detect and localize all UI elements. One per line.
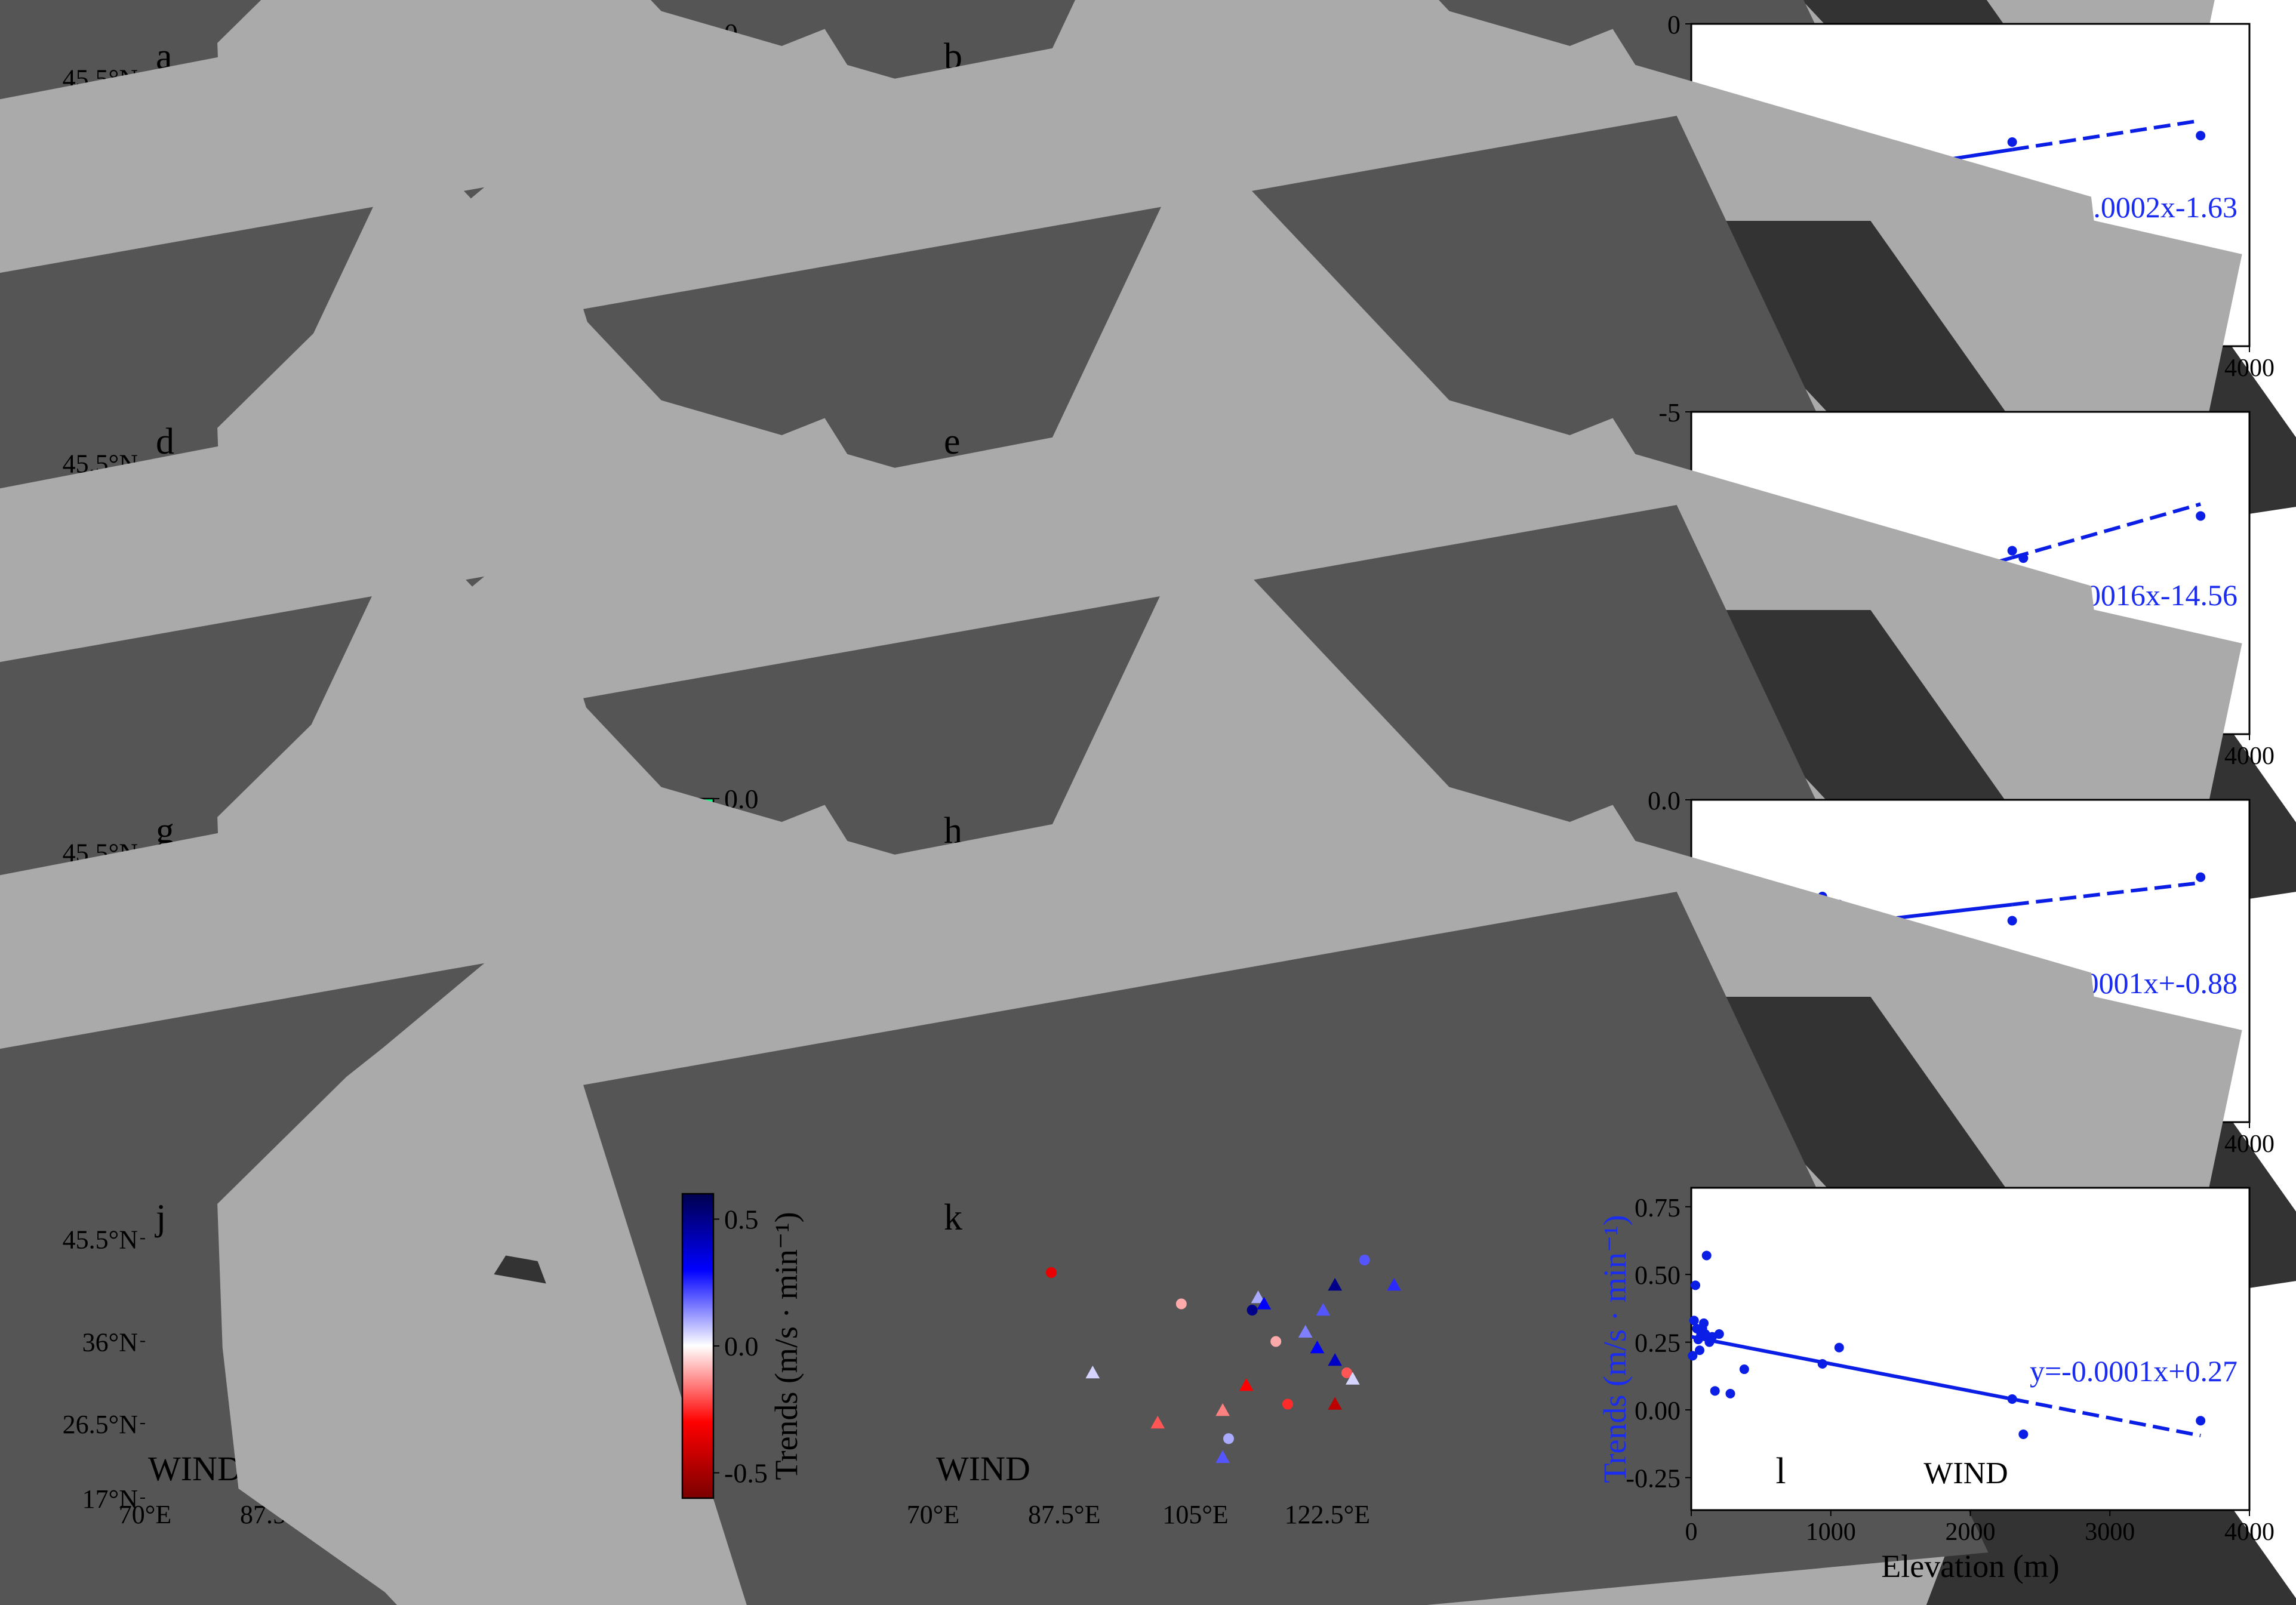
lat-tick-label: 36°N bbox=[82, 1328, 138, 1357]
x-axis-label: Elevation (m) bbox=[1881, 1548, 2059, 1584]
scatter-point bbox=[2018, 1429, 2029, 1439]
scatter-point bbox=[1701, 1250, 1712, 1261]
y-tick-label: 0 bbox=[1667, 10, 1681, 39]
x-tick-label: 4000 bbox=[2224, 355, 2275, 382]
regression-equation: y=-0.0001x+0.27 bbox=[2030, 1354, 2237, 1388]
scatter-point bbox=[1689, 1316, 1699, 1326]
station-marker bbox=[1150, 1415, 1165, 1429]
x-tick-label: 1000 bbox=[1806, 1518, 1856, 1546]
scatter-point bbox=[2018, 553, 2029, 563]
station-marker bbox=[1257, 1296, 1272, 1310]
station-marker bbox=[1359, 1255, 1370, 1265]
y-tick-label: 0.00 bbox=[1635, 1396, 1681, 1425]
scatter-point bbox=[2196, 131, 2206, 141]
scatter-point bbox=[1817, 1358, 1827, 1369]
lon-tick-label: 70°E bbox=[119, 1500, 171, 1529]
lat-tick-label: 45.5°N bbox=[63, 1225, 138, 1254]
variable-label: WIND bbox=[148, 1449, 242, 1488]
station-marker bbox=[1328, 1397, 1343, 1410]
y-tick-label: 0.50 bbox=[1635, 1261, 1681, 1290]
station-marker bbox=[1316, 1302, 1331, 1316]
station-marker bbox=[1175, 1298, 1187, 1310]
scatter-point bbox=[2196, 511, 2206, 521]
scatter-point bbox=[2007, 1394, 2017, 1404]
lat-tick-label: 26.5°N bbox=[63, 1410, 138, 1439]
scatter-point bbox=[2007, 546, 2017, 556]
regression-line-extrapolated bbox=[2012, 119, 2201, 152]
regression-line-extrapolated bbox=[2012, 881, 2201, 907]
y-tick-label: 0.75 bbox=[1635, 1193, 1681, 1222]
station-marker bbox=[1085, 1365, 1100, 1379]
scatter-point bbox=[2196, 1416, 2206, 1426]
variable-label: WIND bbox=[1923, 1456, 2008, 1490]
station-marker bbox=[1387, 1277, 1402, 1291]
scatter-point bbox=[1725, 1388, 1735, 1398]
x-tick-label: 0 bbox=[1685, 1518, 1698, 1546]
lon-tick-label: 122.5°E bbox=[1285, 1500, 1370, 1529]
scatter-point bbox=[2007, 137, 2017, 147]
regression-line bbox=[1691, 1335, 2013, 1401]
scatter-point bbox=[1739, 1364, 1749, 1375]
panel-label: d bbox=[156, 421, 174, 462]
station-marker bbox=[1046, 1267, 1057, 1278]
lon-tick-label: 87.5°E bbox=[1028, 1500, 1100, 1529]
y-tick-label: 0.25 bbox=[1635, 1329, 1681, 1358]
y-axis-label: Trends (m/s · min⁻¹) bbox=[1597, 1215, 1633, 1483]
station-marker bbox=[1251, 1290, 1266, 1304]
x-tick-label: 4000 bbox=[2224, 1130, 2275, 1158]
regression-line-extrapolated bbox=[2012, 1397, 2201, 1438]
colorbar-wind: 0.5 0.0 -0.5 Trends (m/s · min⁻¹) bbox=[681, 1193, 804, 1499]
station-marker bbox=[1346, 1372, 1360, 1385]
x-tick-label: 4000 bbox=[2224, 743, 2275, 770]
scatter-point bbox=[1714, 1329, 1724, 1339]
station-marker bbox=[1298, 1324, 1313, 1338]
scatter-point bbox=[1834, 1342, 1844, 1353]
y-tick-label: 0.0 bbox=[1648, 786, 1681, 815]
panel-label: k bbox=[944, 1197, 962, 1238]
station-marker bbox=[1215, 1403, 1230, 1416]
station-marker bbox=[1310, 1340, 1325, 1354]
panel-label: j bbox=[155, 1197, 166, 1238]
station-marker bbox=[1223, 1433, 1234, 1444]
colorbar-bar bbox=[681, 1193, 715, 1499]
regression-line-extrapolated bbox=[2011, 502, 2202, 560]
panel-label: l bbox=[1775, 1451, 1786, 1492]
x-tick-label: 2000 bbox=[1946, 1518, 1996, 1546]
china-outline bbox=[960, 1204, 1448, 1487]
station-marker bbox=[1270, 1336, 1282, 1347]
station-marker bbox=[1247, 1305, 1258, 1316]
colorbar-tick-label: 0.0 bbox=[724, 1331, 759, 1361]
station-marker bbox=[1328, 1277, 1343, 1291]
panel-label: e bbox=[944, 421, 961, 462]
y-tick-label: -5 bbox=[1658, 398, 1681, 427]
lon-tick-label: 70°E bbox=[907, 1500, 959, 1529]
station-marker bbox=[1239, 1378, 1254, 1391]
variable-label: WIND bbox=[936, 1449, 1030, 1488]
scatter-point bbox=[2007, 916, 2017, 926]
scatter-point bbox=[1695, 1345, 1705, 1356]
scatter-point bbox=[1688, 1351, 1698, 1361]
x-tick-label: 4000 bbox=[2224, 1518, 2275, 1546]
scatter-frame bbox=[1690, 1187, 2251, 1511]
station-marker bbox=[1341, 1367, 1352, 1378]
y-tick-label: -0.25 bbox=[1626, 1464, 1681, 1493]
colorbar-label: Trends (m/s · min⁻¹) bbox=[768, 1212, 804, 1480]
map-panel-k: k WIND 70°E 87.5°E 105°E 122.5°E bbox=[907, 1185, 1524, 1529]
scatter-point bbox=[2196, 872, 2206, 882]
station-marker bbox=[1328, 1353, 1343, 1366]
scatter-panel-l: 0.75 0.50 0.25 0.00 -0.250 1000 2000 3000 4000 y=… bbox=[1597, 1187, 2275, 1584]
lon-tick-label: 105°E bbox=[1162, 1500, 1228, 1529]
colorbar-tick-label: -0.5 bbox=[724, 1458, 768, 1489]
scatter-point bbox=[1699, 1318, 1709, 1328]
scatter-point bbox=[1691, 1280, 1701, 1290]
colorbar-tick-label: 0.5 bbox=[724, 1204, 759, 1235]
lat-tick-label: 17°N bbox=[82, 1484, 138, 1514]
station-marker bbox=[1282, 1398, 1293, 1410]
station-marker bbox=[1215, 1450, 1230, 1464]
scatter-point bbox=[1710, 1386, 1720, 1396]
x-tick-label: 3000 bbox=[2085, 1518, 2135, 1546]
